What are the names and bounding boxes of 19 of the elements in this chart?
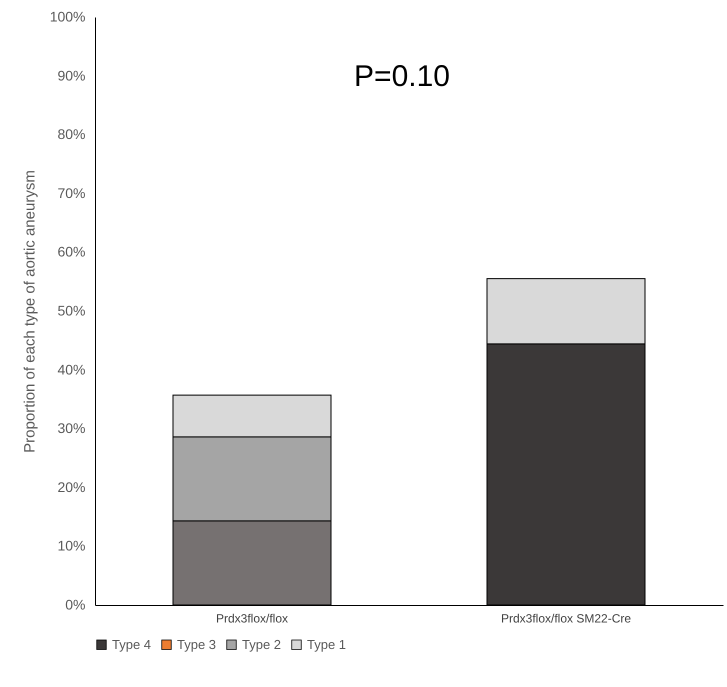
annotation: P=0.10 [354, 60, 450, 93]
x-tick-label: Prdx3flox/flox SM22-Cre [500, 612, 632, 626]
x-tick-label: Prdx3flox/flox [216, 612, 288, 626]
legend-label: Type 2 [242, 636, 282, 652]
text: Type 3 [177, 636, 216, 652]
y-tick-label: 30% [57, 420, 86, 436]
y-axis-title: Proportion of each type of aortic aneurysm [22, 170, 39, 453]
legend-label: Type 4 [112, 636, 152, 652]
legend-label: Type 1 [307, 636, 346, 652]
y-tick-label: 100% [50, 8, 86, 24]
y-tick-label: 10% [57, 538, 86, 554]
y-tick-label: 60% [57, 244, 86, 260]
y-tick-label: 0% [65, 596, 86, 612]
y-tick-label: 50% [57, 302, 86, 318]
y-tick-label: 90% [57, 67, 86, 84]
y-tick-label: 40% [57, 361, 86, 378]
y-tick-label: 70% [57, 184, 86, 201]
y-tick-label: 20% [57, 478, 86, 495]
y-tick-label: 80% [57, 126, 86, 142]
